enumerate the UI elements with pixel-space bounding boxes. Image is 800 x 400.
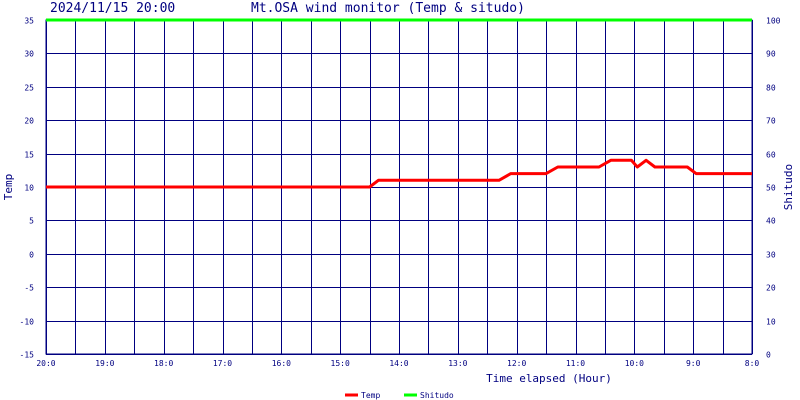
y-right-tick-label: 40 [766, 217, 776, 226]
x-tick-label: 17:0 [213, 359, 232, 368]
y-right-tick-label: 0 [766, 351, 771, 360]
legend-label: Shitudo [420, 391, 454, 400]
x-tick-label: 20:0 [36, 359, 55, 368]
y-left-tick-label: 0 [29, 251, 34, 260]
x-tick-label: 10:0 [625, 359, 644, 368]
y-left-tick-label: 25 [24, 84, 34, 93]
y-right-tick-label: 100 [766, 17, 781, 26]
y-left-tick-label: 20 [24, 117, 34, 126]
y-right-tick-label: 10 [766, 318, 776, 327]
y-left-tick-label: -5 [24, 284, 34, 293]
y-left-tick-label: 15 [24, 151, 34, 160]
x-tick-label: 13:0 [448, 359, 467, 368]
y-right-tick-label: 90 [766, 50, 776, 59]
x-tick-label: 11:0 [566, 359, 585, 368]
y-right-tick-label: 50 [766, 184, 776, 193]
y-left-tick-label: 5 [29, 217, 34, 226]
y-right-tick-label: 60 [766, 151, 776, 160]
y-left-tick-label: 30 [24, 50, 34, 59]
x-tick-label: 14:0 [389, 359, 408, 368]
x-tick-label: 19:0 [95, 359, 114, 368]
series-line-temp [46, 158, 752, 189]
x-axis-label: Time elapsed (Hour) [486, 372, 612, 385]
y-right-tick-label: 70 [766, 117, 776, 126]
timestamp-label: 2024/11/15 20:00 [50, 1, 176, 16]
y-right-axis-label: Shitudo [782, 164, 795, 210]
y-left-tick-label: -15 [20, 351, 35, 360]
x-tick-label: 16:0 [272, 359, 291, 368]
y-left-tick-label: 10 [24, 184, 34, 193]
x-tick-label: 12:0 [507, 359, 526, 368]
y-left-axis-label: Temp [2, 174, 15, 201]
legend-label: Temp [361, 391, 380, 400]
x-tick-label: 8:0 [745, 359, 760, 368]
y-right-tick-label: 80 [766, 84, 776, 93]
x-tick-label: 15:0 [331, 359, 350, 368]
y-left-tick-label: -10 [20, 318, 35, 327]
y-left-tick-label: 35 [24, 17, 34, 26]
y-right-tick-label: 30 [766, 251, 776, 260]
y-right-tick-label: 20 [766, 284, 776, 293]
x-tick-label: 9:0 [686, 359, 701, 368]
chart-title: Mt.OSA wind monitor (Temp & situdo) [251, 1, 525, 16]
x-tick-label: 18:0 [154, 359, 173, 368]
